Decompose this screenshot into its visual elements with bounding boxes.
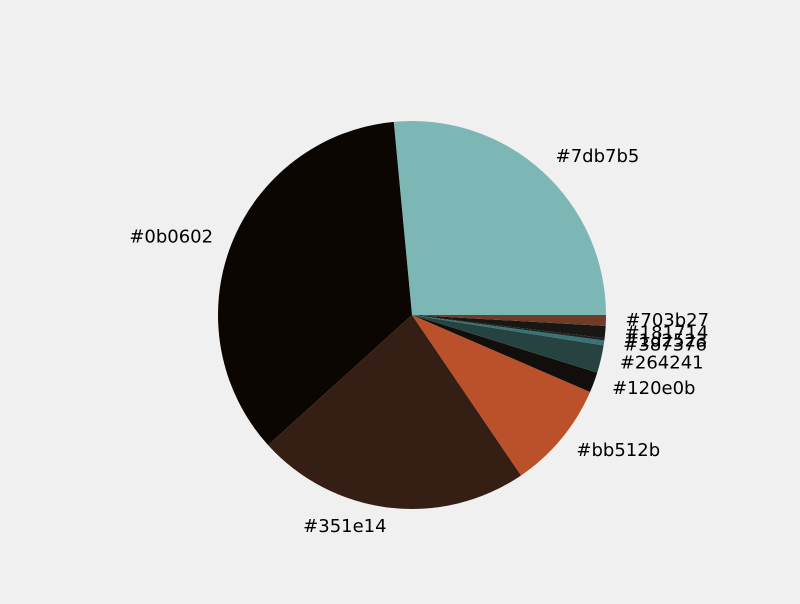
pie-label-7db7b5: #7db7b5 [556, 146, 640, 167]
pie-label-0b0602: #0b0602 [129, 227, 213, 248]
pie-slice-1d2523 [412, 315, 605, 341]
pie-slice-120e0b [412, 315, 598, 393]
pie-slice-181714 [412, 315, 606, 339]
pie-slice-387376 [412, 315, 605, 346]
pie-slice-703b27 [412, 315, 606, 326]
pie-slice-264241 [412, 315, 604, 373]
pie-label-264241: #264241 [620, 353, 704, 374]
pie-label-bb512b: #bb512b [576, 440, 660, 461]
pie-slice-0b0602 [217, 121, 412, 446]
pie-label-181714: #181714 [625, 323, 709, 344]
pie-slice-bb512b [412, 315, 591, 476]
pie-label-387376: #387376 [623, 335, 707, 356]
pie-slice-7db7b5 [393, 120, 606, 316]
pie-label-703b27: #703b27 [625, 310, 709, 331]
pie-label-120e0b: #120e0b [612, 378, 695, 399]
pie-slices [217, 120, 606, 509]
pie-slice-351e14 [268, 315, 522, 509]
pie-label-1d2523: #1d2523 [624, 331, 708, 352]
pie-labels: #7db7b5 #0b0602 #351e14 #bb512b #120e0b #2642… [129, 146, 709, 537]
pie-label-351e14: #351e14 [303, 516, 386, 537]
